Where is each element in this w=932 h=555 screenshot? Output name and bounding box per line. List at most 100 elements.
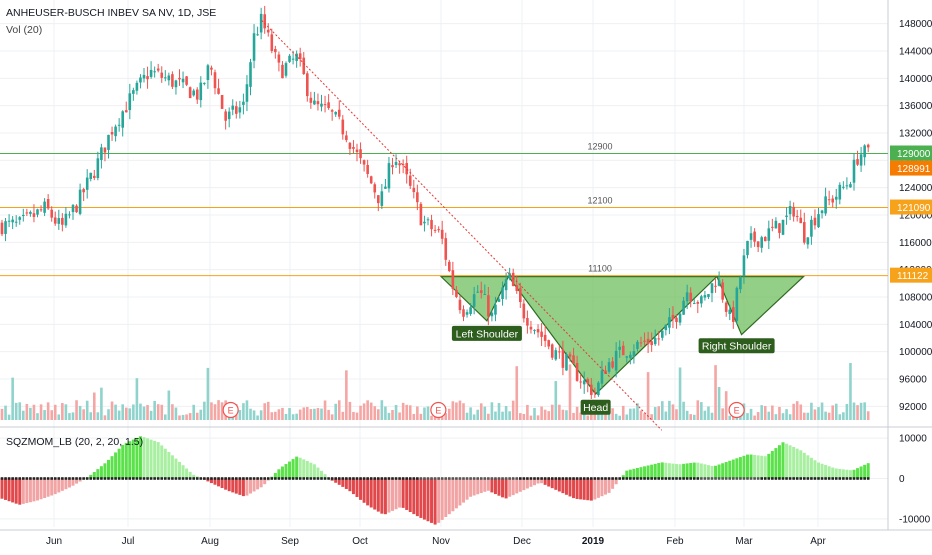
- candle-body: [46, 199, 50, 209]
- date-tick-label: Nov: [432, 536, 450, 547]
- momentum-bar: [415, 478, 419, 517]
- candle-body: [149, 69, 153, 77]
- momentum-bar: [245, 478, 249, 496]
- squeeze-dot: [504, 477, 508, 480]
- volume-bar: [132, 404, 135, 420]
- squeeze-dot: [792, 477, 795, 480]
- candle-body: [501, 287, 504, 300]
- squeeze-dot: [93, 477, 96, 480]
- volume-bar: [142, 406, 146, 420]
- volume-bar: [330, 414, 334, 420]
- momentum-bar: [483, 478, 487, 492]
- volume-bar: [568, 364, 572, 420]
- momentum-bar: [359, 478, 363, 500]
- volume-bar: [380, 400, 384, 420]
- momentum-bar: [344, 478, 348, 489]
- squeeze-dot: [313, 477, 316, 480]
- squeeze-dot: [327, 477, 330, 480]
- momentum-bar: [46, 478, 50, 497]
- volume-bar: [586, 415, 590, 420]
- candle-body: [309, 97, 313, 103]
- candle-body: [540, 331, 543, 337]
- candle-body: [547, 340, 550, 347]
- candle-body: [391, 165, 394, 168]
- momentum-bar: [856, 468, 860, 479]
- candle-body: [827, 199, 831, 201]
- candle-body: [803, 222, 806, 243]
- squeeze-dot: [472, 477, 476, 480]
- candle-body: [494, 304, 497, 315]
- squeeze-dot: [408, 477, 412, 480]
- momentum-bar: [64, 478, 68, 490]
- squeeze-dot: [46, 477, 50, 480]
- candle-body: [366, 164, 369, 174]
- momentum-bar: [288, 461, 292, 479]
- candle-body: [558, 351, 561, 353]
- candle-body: [742, 255, 746, 277]
- chart-title: ANHEUSER-BUSCH INBEV SA NV, 1D, JSE: [6, 7, 217, 19]
- candle-body: [810, 219, 813, 237]
- volume-bar: [316, 408, 320, 420]
- squeeze-dot: [763, 477, 767, 480]
- volume-bar: [352, 411, 355, 420]
- momentum-bar: [419, 478, 423, 518]
- volume-bar: [852, 402, 856, 420]
- volume-bar: [107, 409, 110, 420]
- candle-body: [71, 205, 75, 213]
- candle-body: [749, 233, 753, 240]
- earnings-marker: [430, 401, 447, 419]
- candle-body: [511, 272, 515, 287]
- momentum-bar: [213, 478, 217, 485]
- momentum-bar: [387, 478, 391, 513]
- momentum-bar: [692, 462, 696, 479]
- date-tick-label: Jul: [122, 536, 135, 547]
- candle-body: [160, 72, 164, 78]
- squeeze-dot: [43, 477, 46, 480]
- squeeze-dot: [689, 477, 692, 480]
- squeeze-dot: [533, 477, 536, 480]
- squeeze-dot: [249, 477, 252, 480]
- volume-bar: [430, 415, 433, 420]
- volume-bar: [700, 402, 703, 420]
- momentum-bar: [458, 478, 462, 506]
- candle-body: [107, 134, 110, 150]
- volume-bar: [146, 405, 149, 420]
- volume-bar: [508, 411, 511, 420]
- squeeze-dot: [558, 477, 561, 480]
- volume-bar: [408, 405, 412, 420]
- volume-bar: [472, 414, 476, 420]
- momentum-bar: [366, 478, 370, 506]
- volume-bar: [618, 415, 621, 420]
- momentum-bar: [209, 478, 213, 484]
- momentum-bar: [32, 478, 36, 502]
- momentum-bar: [628, 469, 632, 479]
- volume-bar: [501, 411, 504, 420]
- price-tick-label: 96000: [899, 375, 927, 386]
- momentum-bar: [224, 478, 228, 490]
- candle-body: [618, 346, 621, 350]
- volume-bar: [160, 404, 164, 420]
- squeeze-dot: [156, 477, 160, 480]
- volume-bar: [820, 402, 824, 420]
- volume-bar: [448, 408, 451, 420]
- candle-body: [85, 177, 89, 190]
- squeeze-dot: [522, 477, 526, 480]
- candle-body: [384, 186, 387, 189]
- candle-body: [110, 132, 114, 135]
- volume-bar: [398, 412, 401, 420]
- volume-bar: [561, 409, 565, 420]
- momentum-bar: [540, 478, 544, 484]
- volume-bar: [590, 412, 593, 420]
- volume-bar: [696, 400, 700, 420]
- momentum-bar: [412, 478, 416, 515]
- momentum-bar: [682, 463, 686, 479]
- squeeze-dot: [597, 477, 600, 480]
- squeeze-dot: [565, 477, 568, 480]
- candle-body: [785, 215, 788, 217]
- momentum-bar: [107, 459, 110, 479]
- squeeze-dot: [245, 477, 249, 480]
- squeeze-dot: [330, 477, 334, 480]
- squeeze-dot: [806, 477, 810, 480]
- momentum-bar: [178, 461, 181, 479]
